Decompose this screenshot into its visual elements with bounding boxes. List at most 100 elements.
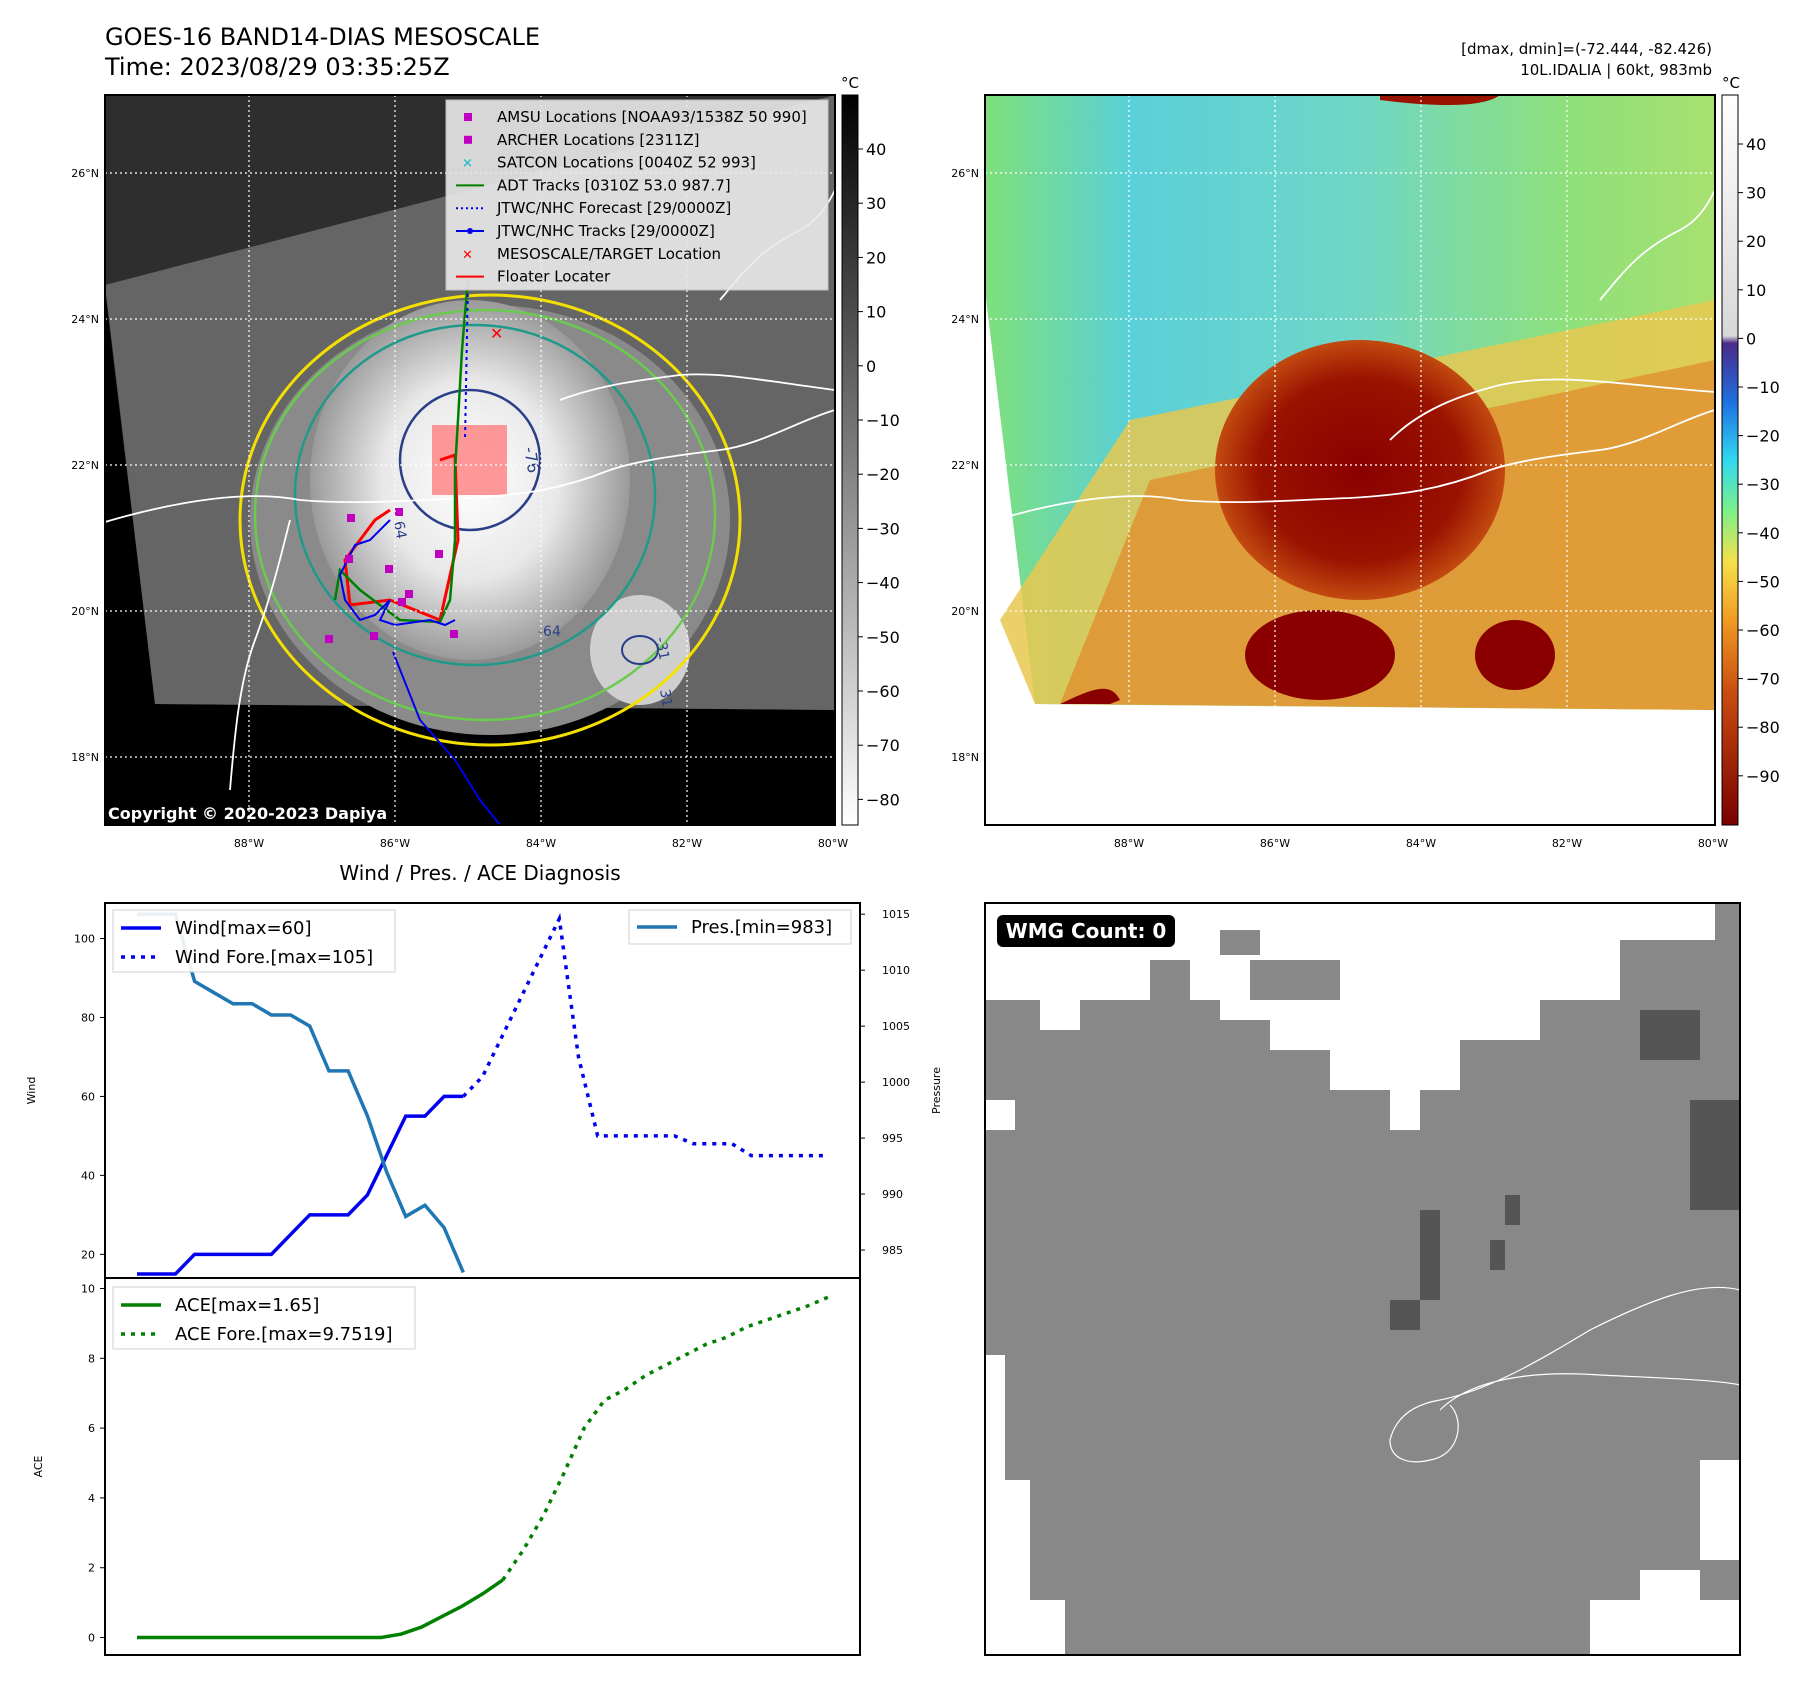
color-cbar-tick-3: 10	[1746, 281, 1766, 300]
ir-cbar-tick-5: −10	[866, 411, 900, 430]
legend-label-2: SATCON Locations [0040Z 52 993]	[497, 154, 756, 172]
pres-ytick-5: 1010	[882, 964, 910, 977]
wmg-coastline	[1389, 1286, 1741, 1463]
color-cbar-tick-12: −80	[1746, 718, 1780, 737]
legend-label-1: ARCHER Locations [2311Z]	[497, 131, 700, 149]
lat-label-1-4: 18°N	[951, 751, 979, 764]
wind-ylabel: Wind	[25, 1077, 38, 1105]
legend-label-5: JTWC/NHC Tracks [29/0000Z]	[496, 222, 715, 240]
contour-teal	[293, 323, 657, 667]
ir-cbar-tick-0: 40	[866, 140, 886, 159]
ace-ylabel: ACE	[32, 1455, 45, 1477]
legend-entry-4: JTWC/NHC Forecast [29/0000Z]	[456, 199, 731, 217]
legend-label-4: JTWC/NHC Forecast [29/0000Z]	[496, 199, 731, 217]
ir-cbar-tick-2: 20	[866, 248, 886, 267]
ir-cbar-tick-4: 0	[866, 357, 876, 376]
color-cbar-tick-10: −60	[1746, 621, 1780, 640]
color-cbar-tick-9: −50	[1746, 572, 1780, 591]
lon-label-1-4: 80°W	[1698, 837, 1728, 850]
pres-ytick-6: 1015	[882, 908, 910, 921]
ir-legend-box	[445, 99, 829, 291]
ace-ytick-3: 6	[88, 1422, 95, 1435]
color-cbar-tick-5: −10	[1746, 378, 1780, 397]
lat-label-0-4: 18°N	[71, 751, 99, 764]
ir-legend: AMSU Locations [NOAA93/1538Z 50 990] ARCH…	[445, 99, 829, 291]
legend-entry-7: Floater Locater	[456, 268, 611, 286]
diag-title: Wind / Pres. / ACE Diagnosis	[339, 861, 620, 885]
dmax-dmin-label: [dmax, dmin]=(-72.444, -82.426)	[1461, 40, 1712, 58]
ace-ytick-2: 4	[88, 1492, 95, 1505]
color-coastline-florida	[1599, 189, 1716, 301]
pres-ylabel: Pressure	[930, 1067, 943, 1114]
color-map-storm-core	[1215, 340, 1505, 600]
contour-label-5: 31	[656, 688, 675, 708]
lon-label-0-4: 80°W	[818, 837, 848, 850]
legend-marker-6: ✕	[462, 248, 473, 263]
legend-label-3: ADT Tracks [0310Z 53.0 987.7]	[497, 176, 731, 194]
jtwc-track-south	[392, 651, 501, 826]
figure-time: Time: 2023/08/29 03:35:25Z	[104, 53, 450, 81]
wind-ytick-3: 80	[81, 1011, 95, 1024]
color-colorbar: °C 40 30 20 10 0 −10 −20 −30 −40 −50 −60 −70 −80 −90	[1721, 74, 1780, 826]
color-cbar-tick-7: −30	[1746, 475, 1780, 494]
legend-entry-1: ARCHER Locations [2311Z]	[464, 131, 700, 149]
contour-green	[253, 308, 717, 722]
pres-ytick-4: 1005	[882, 1020, 910, 1033]
ir-cbar-tick-1: 30	[866, 194, 886, 213]
lat-label-1-3: 20°N	[951, 605, 979, 618]
ir-colorbar: °C 40 30 20 10 0 −10 −20 −30 −40 −50 −60 −70 −80	[841, 74, 900, 826]
contour-label-2: 64	[390, 520, 409, 540]
legend-marker-1	[464, 135, 472, 144]
ace-legend-label-0: ACE[max=1.65]	[175, 1295, 319, 1316]
wmg-count-badge	[997, 915, 1175, 947]
lon-label-1-1: 86°W	[1260, 837, 1290, 850]
ace-legend-box	[112, 1286, 416, 1350]
wind-pressure-chart: 20 40 60 80 100 985 990 995 1000 1005 1010 1015 Wind…	[25, 902, 943, 1279]
ir-cbar-tick-3: 10	[866, 303, 886, 322]
contour-yellow	[238, 293, 742, 747]
color-cbar-tick-6: −20	[1746, 427, 1780, 446]
contour-label-4: -31	[652, 636, 672, 661]
lon-label-1-3: 82°W	[1552, 837, 1582, 850]
wind-ytick-0: 20	[81, 1248, 95, 1261]
storm-info-label: 10L.IDALIA | 60kt, 983mb	[1520, 61, 1712, 79]
lon-label-0-0: 88°W	[234, 837, 264, 850]
lat-label-0-1: 24°N	[71, 313, 99, 326]
ace-ytick-5: 10	[81, 1282, 95, 1295]
ir-cbar-tick-7: −30	[866, 519, 900, 538]
lat-label-0-2: 22°N	[71, 459, 99, 472]
ace-ytick-1: 2	[88, 1562, 95, 1575]
legend-entry-5: JTWC/NHC Tracks [29/0000Z]	[456, 222, 715, 240]
contour-label-1: -76	[520, 445, 543, 474]
lat-label-1-0: 26°N	[951, 167, 979, 180]
wmg-clear-southwest	[985, 1355, 1065, 1655]
wind-legend-label-1: Wind Fore.[max=105]	[175, 947, 373, 968]
figure-title: GOES-16 BAND14-DIAS MESOSCALE	[105, 23, 540, 51]
lat-label-0-0: 26°N	[71, 167, 99, 180]
ir-cbar-tick-6: −20	[866, 465, 900, 484]
jtwc-track	[338, 519, 456, 627]
copyright-label: Copyright © 2020-2023 Dapiya	[108, 804, 387, 823]
legend-entry-3: ADT Tracks [0310Z 53.0 987.7]	[456, 176, 731, 194]
ir-cbar-tick-11: −70	[866, 736, 900, 755]
mesoscale-target-marker: ✕	[490, 324, 503, 343]
color-cbar-tick-13: −90	[1746, 767, 1780, 786]
ace-ytick-4: 8	[88, 1352, 95, 1365]
ir-coastline-cuba	[559, 373, 836, 401]
wind-series-0	[137, 1094, 464, 1276]
ir-cbar-tick-8: −40	[866, 574, 900, 593]
wind-series-1	[462, 912, 828, 1158]
wind-legend-label-0: Wind[max=60]	[175, 918, 312, 939]
pres-ytick-0: 985	[882, 1244, 903, 1257]
ir-colorbar-unit: °C	[841, 74, 859, 92]
lon-label-0-3: 82°W	[672, 837, 702, 850]
jtwc-forecast-line	[464, 279, 469, 441]
legend-marker-0	[464, 113, 472, 121]
legend-label-7: Floater Locater	[497, 268, 611, 286]
wind-ytick-1: 40	[81, 1169, 95, 1182]
lat-label-1-2: 22°N	[951, 459, 979, 472]
color-cbar-tick-4: 0	[1746, 329, 1756, 348]
ace-chart-frame	[104, 1277, 861, 1656]
ir-coastline-yucatan	[229, 519, 291, 791]
